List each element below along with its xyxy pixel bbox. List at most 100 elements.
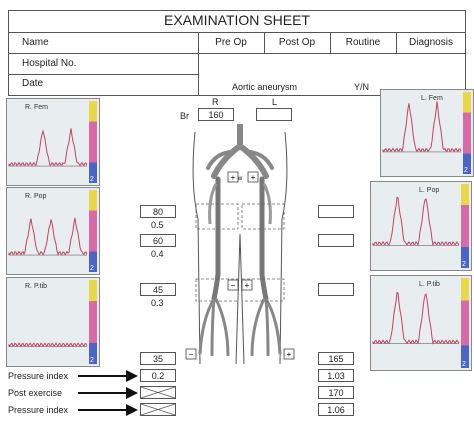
waveform-trace [8,342,88,348]
waveform-trace [8,217,88,256]
waveform-label: L. Fem [421,95,443,102]
cross-out-icon [141,387,175,398]
brachial-left-value [256,108,292,121]
minus-marker: − [231,281,236,290]
right-tibials [198,298,230,357]
color-scale-segment [89,231,97,252]
plus-marker: + [251,173,256,182]
left-deep-femoral [262,183,272,225]
l-ankle-index: 1.03 [318,369,354,382]
color-scale-segment [89,162,97,183]
legend-arrows [78,370,138,416]
scale-mark: 2 [90,176,94,183]
minus-marker: − [189,350,194,359]
color-scale-segment [463,112,471,133]
color-scale-segment [89,343,97,364]
yn-label: Y/N [354,82,370,92]
color-scale-segment [89,210,97,231]
scale-mark: 2 [464,167,468,174]
l-thigh-pressure [318,205,354,218]
color-scale-segment [463,92,471,113]
legend-pressure-index-2: Pressure index [8,405,69,415]
waveform-label: R. Pop [25,193,47,200]
marker-box [185,348,197,360]
color-scale-segment [461,300,469,323]
plus-marker: + [245,281,250,290]
header-line-3 [8,74,198,75]
r-post-index-empty [140,403,176,416]
color-scale-segment [461,247,469,268]
waveform-label: L. P.tib [419,281,440,288]
col-diagnosis: Diagnosis [409,37,453,48]
hospital-no-label: Hospital No. [22,58,77,69]
l-knee-pressure [318,234,354,247]
l-ankle-pressure: 165 [318,352,354,365]
waveform-label: R. P.tib [25,283,47,290]
color-scale-segment [89,142,97,163]
header-line-1 [8,32,466,33]
waveform-panel-r-fem: R. Fem 2 [6,98,100,186]
legend-post-exercise: Post exercise [8,388,63,398]
scale-mark: 2 [462,261,466,268]
color-scale-segment [461,205,469,226]
r-thigh-index: 0.5 [151,220,164,230]
color-scale-segment [461,278,469,301]
r-calf-index: 0.3 [151,298,164,308]
r-post-exercise-empty [140,386,176,399]
iliac-branches [206,150,274,170]
waveform-panel-l-ptib: L. P.tib 2 [370,275,472,371]
l-post-index: 1.06 [318,403,354,416]
color-scale-segment [461,345,469,368]
waveform-trace [8,128,88,167]
r-knee-index: 0.4 [151,249,164,259]
r-thigh-pressure: 80 [140,205,176,218]
aorta [211,124,269,179]
brachial-label: Br [180,111,189,121]
color-scale-segment [89,322,97,343]
scale-mark: 2 [90,265,94,272]
right-femoral [211,176,221,302]
date-label: Date [22,78,44,89]
r-ankle-index: 0.2 [140,369,176,382]
w-marker: w [237,176,243,182]
r-calf-pressure: 45 [140,283,176,296]
plus-marker: + [231,173,236,182]
header-line-2 [8,53,466,54]
segment-thigh-l [241,203,285,230]
col-post-op: Post Op [278,37,316,48]
color-scale-segment [463,133,471,154]
left-femoral [259,176,269,302]
plus-marker: + [287,350,292,359]
r-knee-pressure: 60 [140,234,176,247]
waveform-panel-r-pop: R. Pop 2 [6,187,100,275]
marker-box [227,279,239,291]
name-label: Name [22,37,49,48]
l-calf-pressure [318,283,354,296]
color-scale-segment [89,121,97,142]
right-side-label: R [212,97,219,107]
color-scale-segment [89,301,97,322]
color-scale-segment [89,251,97,272]
color-scale-segment [463,153,471,174]
color-scale-segment [461,323,469,346]
color-scale-segment [461,226,469,247]
arterial-diagram: + + w − + − + [185,124,295,365]
waveform-trace [372,196,460,247]
marker-box [241,279,253,291]
sheet-title: EXAMINATION SHEET [164,12,310,28]
scale-mark: 2 [462,361,466,368]
waveform-panel-l-fem: L. Fem 2 [380,89,474,177]
left-tibials [250,298,282,357]
segment-thigh-r [195,203,239,230]
marker-box [247,171,259,183]
waveform-panel-r-ptib: R. P.tib 2 [6,277,100,367]
aortic-aneurysm-label: Aortic aneurysm [232,82,298,92]
marker-box [283,348,295,360]
l-post-exercise: 170 [318,386,354,399]
col-pre-op: Pre Op [215,37,247,48]
col-divider [198,32,199,96]
brachial-right-value: 160 [198,108,234,121]
r-ankle-pressure: 35 [140,352,176,365]
color-scale-segment [89,101,97,122]
waveform-label: L. Pop [419,187,439,194]
